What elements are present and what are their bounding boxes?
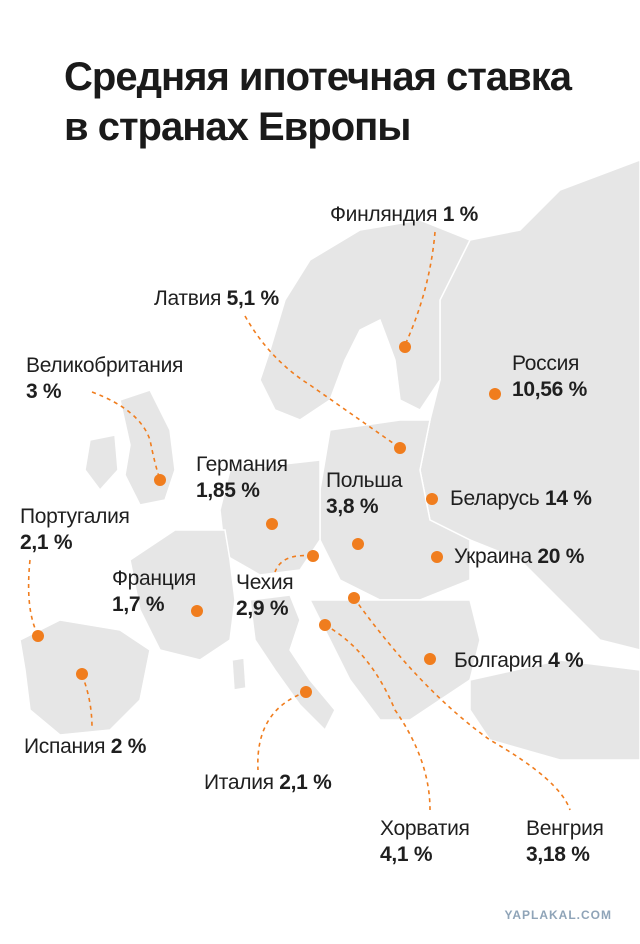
- dot-uk: [154, 474, 166, 486]
- country-name: Португалия: [20, 505, 130, 528]
- country-rate: 1,7 %: [112, 593, 165, 616]
- land-ireland: [84, 434, 119, 492]
- country-name: Франция: [112, 567, 196, 590]
- land-italy: [249, 594, 336, 732]
- title-line-2: в странах Европы: [64, 105, 411, 149]
- country-rate: 2 %: [110, 735, 147, 758]
- page-title: Средняя ипотечная ставка в странах Европ…: [64, 52, 572, 152]
- country-name: Болгария: [454, 649, 543, 672]
- label-germany: Германия 1,85 %: [196, 452, 288, 504]
- country-name: Польша: [326, 469, 403, 492]
- country-name: Испания: [24, 735, 106, 758]
- leader-hungary: [353, 597, 571, 811]
- label-czechia: Чехия 2,9 %: [236, 570, 294, 622]
- dot-spain: [76, 668, 88, 680]
- dot-portugal: [32, 630, 44, 642]
- country-name: Германия: [196, 453, 288, 476]
- country-rate: 4,1 %: [380, 843, 433, 866]
- leader-czechia: [274, 554, 313, 573]
- dot-ukraine: [431, 551, 443, 563]
- dot-belarus: [426, 493, 438, 505]
- country-rate: 3 %: [26, 380, 62, 403]
- leader-italy: [257, 691, 307, 771]
- country-rate: 14 %: [545, 487, 592, 510]
- country-name: Великобритания: [26, 354, 184, 377]
- country-rate: 4 %: [548, 649, 584, 672]
- land-layer: [19, 159, 640, 761]
- country-rate: 1 %: [442, 203, 479, 226]
- dot-finland: [399, 341, 411, 353]
- leader-lines: [27, 231, 571, 811]
- dot-poland: [352, 538, 364, 550]
- dot-croatia: [319, 619, 331, 631]
- country-name: Хорватия: [380, 817, 470, 840]
- country-rate: 20 %: [537, 545, 585, 568]
- land-france: [129, 529, 236, 661]
- country-rate: 10,56 %: [512, 378, 587, 401]
- land-britain: [119, 389, 176, 506]
- country-rate: 1,85 %: [196, 479, 260, 502]
- dot-czechia: [307, 550, 319, 562]
- label-croatia: Хорватия 4,1 %: [380, 816, 470, 868]
- label-italy: Италия 2,1 %: [204, 770, 332, 796]
- country-rate: 5,1 %: [226, 287, 280, 310]
- country-rate: 2,1 %: [279, 771, 332, 794]
- label-portugal: Португалия 2,1 %: [20, 504, 130, 556]
- dot-hungary: [348, 592, 360, 604]
- label-russia: Россия 10,56 %: [512, 351, 587, 403]
- leader-spain: [81, 674, 93, 729]
- country-name: Латвия: [154, 287, 222, 310]
- dot-germany: [266, 518, 278, 530]
- land-balkans: [308, 599, 481, 721]
- dot-bulgaria: [424, 653, 436, 665]
- country-rate: 2,1 %: [20, 531, 73, 554]
- country-name: Чехия: [236, 571, 294, 594]
- dot-italy: [300, 686, 312, 698]
- land-scandinavia: [259, 219, 472, 421]
- watermark: YAPLAKAL.COM: [504, 908, 612, 922]
- land-sardinia: [231, 657, 247, 691]
- dot-france: [191, 605, 203, 617]
- leader-uk: [91, 391, 161, 481]
- country-name: Беларусь: [450, 487, 540, 510]
- label-hungary: Венгрия 3,18 %: [526, 816, 604, 868]
- label-belarus: Беларусь 14 %: [450, 486, 592, 512]
- country-rate: 3,18 %: [526, 843, 590, 866]
- land-turkey: [469, 659, 640, 761]
- label-bulgaria: Болгария 4 %: [454, 648, 584, 674]
- country-name: Италия: [204, 771, 274, 794]
- label-finland: Финляндия 1 %: [330, 202, 478, 228]
- country-name: Украина: [454, 545, 532, 568]
- leader-finland: [404, 231, 436, 346]
- leader-portugal: [27, 559, 39, 636]
- country-name: Россия: [512, 352, 580, 375]
- label-france: Франция 1,7 %: [112, 566, 196, 618]
- label-ukraine: Украина 20 %: [454, 544, 584, 570]
- country-rate: 2,9 %: [236, 597, 289, 620]
- country-name: Финляндия: [330, 203, 438, 226]
- leader-latvia: [244, 315, 401, 449]
- leader-croatia: [324, 624, 431, 811]
- label-poland: Польша 3,8 %: [326, 468, 403, 520]
- label-uk: Великобритания 3 %: [26, 353, 183, 405]
- dot-russia: [489, 388, 501, 400]
- country-name: Венгрия: [526, 817, 604, 840]
- dot-latvia: [394, 442, 406, 454]
- land-central: [219, 459, 321, 576]
- location-dots: [32, 341, 501, 698]
- country-rate: 3,8 %: [326, 495, 379, 518]
- label-latvia: Латвия 5,1 %: [154, 286, 279, 312]
- label-spain: Испания 2 %: [24, 734, 146, 760]
- title-line-1: Средняя ипотечная ставка: [64, 55, 572, 99]
